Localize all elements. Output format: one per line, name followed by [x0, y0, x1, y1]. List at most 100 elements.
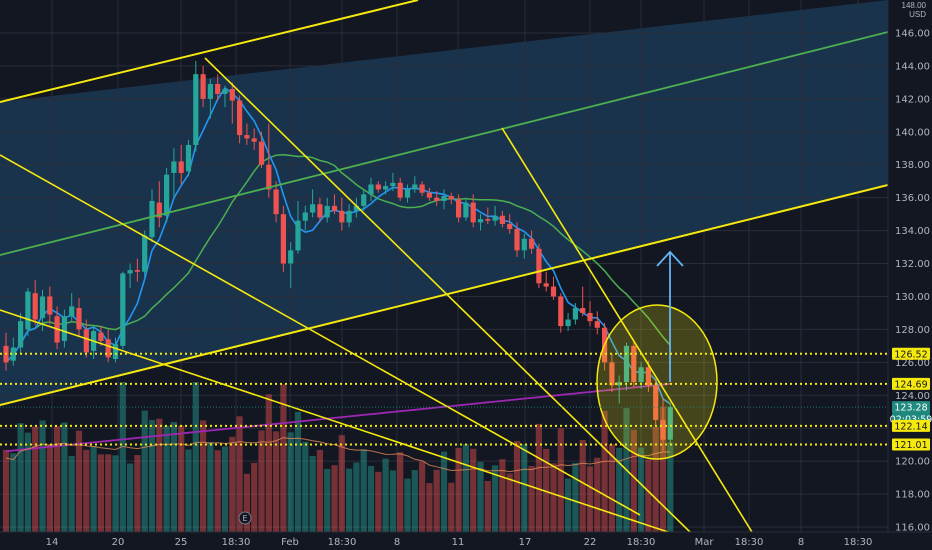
x-tick-label: 22: [584, 537, 597, 548]
x-tick-label: 17: [519, 537, 532, 548]
volume-bar: [608, 444, 615, 532]
volume-bar: [389, 470, 396, 532]
volume-bar: [17, 423, 24, 532]
candle-body: [215, 84, 221, 94]
y-tick-label: 144.00: [895, 61, 930, 72]
volume-bar: [10, 453, 17, 532]
y-tick-label: 132.00: [895, 259, 930, 270]
candle-body: [456, 199, 462, 218]
volume-bar: [280, 384, 287, 532]
volume-bar: [594, 457, 601, 532]
candle-body: [83, 329, 89, 353]
price-tag: [892, 401, 930, 414]
y-tick-label: 124.00: [895, 391, 930, 402]
volume-bar: [565, 478, 572, 532]
volume-bar: [484, 481, 491, 532]
x-tick-label: 20: [112, 537, 125, 548]
candle-body: [244, 135, 250, 139]
volume-bar: [586, 466, 594, 532]
volume-bar: [338, 435, 345, 532]
candle-body: [645, 367, 651, 386]
volume-bar: [97, 454, 104, 532]
candle-body: [412, 184, 418, 190]
volume-bar: [506, 473, 513, 532]
volume-bar: [302, 441, 309, 532]
y-tick-label: 130.00: [895, 292, 930, 303]
y-tick-label: 126.00: [895, 358, 930, 369]
top-scale-label: 148.00: [901, 1, 926, 10]
volume-bar: [243, 473, 250, 532]
candle-body: [171, 161, 177, 173]
volume-bar: [455, 447, 462, 532]
candle-body: [69, 306, 75, 317]
volume-bar: [316, 449, 323, 532]
ma-fast-line: [5, 86, 671, 405]
candles: [3, 60, 673, 452]
x-tick-label: 11: [452, 537, 465, 548]
candle-body: [470, 202, 476, 223]
candle-body: [594, 321, 600, 328]
price-tag-label: 121.01: [894, 440, 927, 451]
candle-body: [638, 367, 644, 383]
earnings-marker[interactable]: [238, 511, 252, 525]
price-tag-label: 123.28: [894, 403, 927, 414]
candle-body: [266, 164, 272, 190]
volume-bar: [419, 461, 426, 532]
channel-mid-green-line: [0, 31, 888, 256]
volume-bar: [638, 447, 645, 532]
volume-bar: [411, 470, 418, 532]
downtrend-line-4: [0, 309, 669, 532]
volume-bar: [331, 465, 338, 532]
candle-body: [667, 406, 673, 440]
candle-body: [375, 184, 381, 190]
candle-body: [185, 144, 192, 172]
price-tag: [892, 419, 930, 432]
candle-body: [142, 235, 148, 272]
candle-body: [572, 307, 578, 320]
candle-body: [441, 196, 447, 201]
channel-upper-line: [0, 0, 419, 103]
time-axis[interactable]: 14 20 25 18:30 Feb 18:30 8 11 17 22 18:30 Mar 18:30 8…: [46, 537, 873, 548]
volume-bar: [273, 431, 280, 532]
volume-bar: [521, 444, 528, 532]
volume-bar: [499, 459, 506, 532]
candle-body: [353, 205, 359, 211]
candle-body: [295, 220, 301, 251]
candle-body: [580, 307, 586, 313]
y-tick-label: 138.00: [895, 160, 930, 171]
volume-bar: [294, 411, 302, 532]
candle-body: [61, 316, 67, 341]
candle-body: [426, 192, 432, 198]
candle-body: [156, 202, 162, 218]
price-tag: [892, 347, 930, 360]
volume-bar: [265, 394, 272, 532]
volume-bar: [221, 446, 229, 532]
volume-bar: [90, 446, 97, 532]
volume-bar: [404, 478, 411, 532]
downtrend-line-1: [0, 154, 641, 516]
price-tag-label: 124.69: [894, 379, 927, 390]
candle-body: [331, 205, 338, 211]
volume-bar: [54, 426, 61, 532]
volume-bar: [426, 483, 433, 532]
volume-bar: [557, 428, 564, 532]
y-tick-label: 136.00: [895, 193, 930, 204]
volume-bar: [360, 449, 367, 532]
currency-label: 148.00 USD: [902, 1, 926, 19]
x-tick-label: 8: [798, 537, 804, 548]
candle-body: [10, 347, 16, 361]
target-arrow-head: [656, 250, 684, 267]
candle-body: [339, 210, 345, 223]
candle-body: [127, 270, 133, 274]
highlight-circle: [596, 304, 718, 460]
volume-bar: [251, 462, 258, 532]
volume-bar: [141, 410, 148, 532]
volume-bar: [156, 418, 163, 532]
x-tick-label: 18:30: [328, 537, 357, 548]
volume-bar: [513, 440, 521, 532]
candle-body: [477, 219, 484, 223]
y-tick-label: 142.00: [895, 94, 930, 105]
volume-bar: [39, 420, 46, 532]
candle-body: [178, 161, 184, 173]
